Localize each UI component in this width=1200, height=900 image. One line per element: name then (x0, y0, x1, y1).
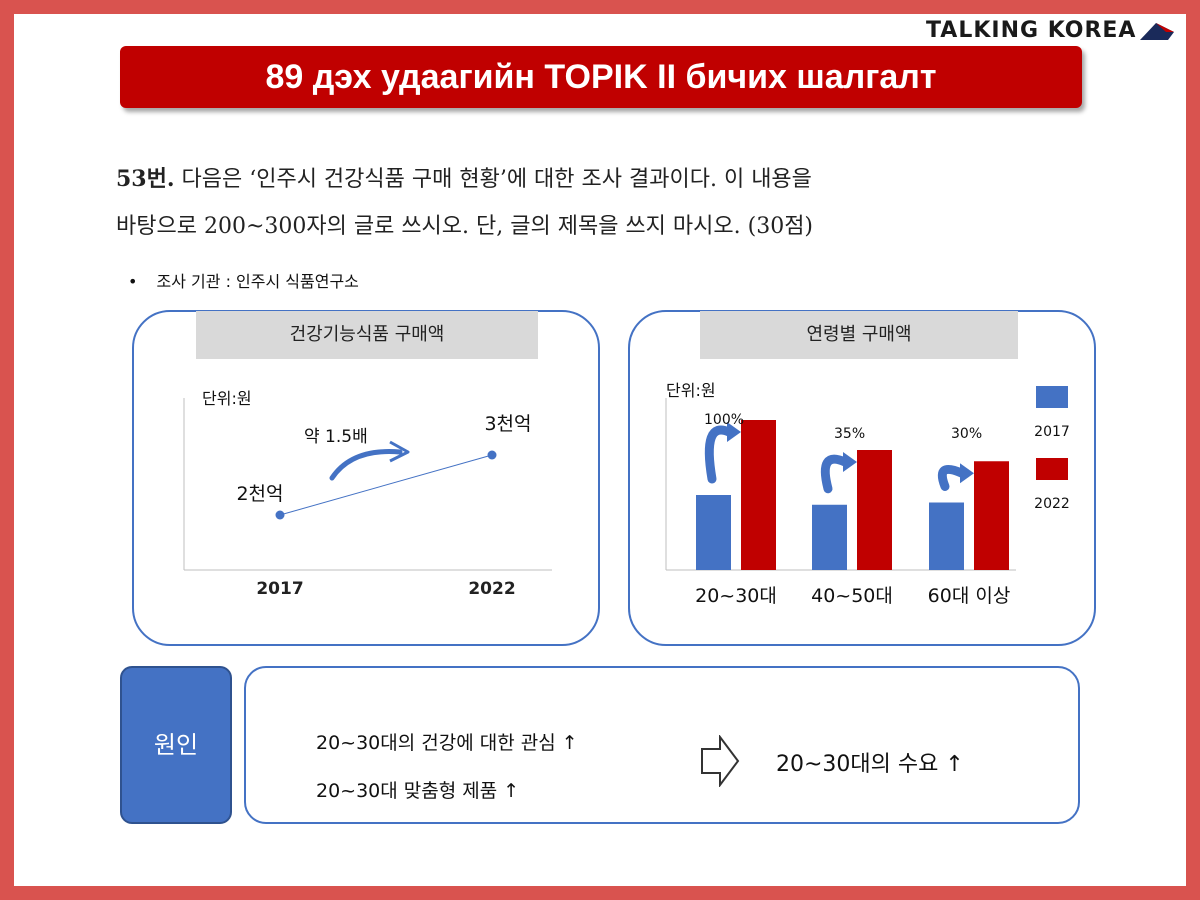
growth-arrow-head-icon (960, 463, 974, 484)
legend-label: 2022 (1034, 496, 1070, 512)
x-tick-label: 2017 (256, 579, 303, 599)
cause-reason-2: 20~30대 맞춤형 제품 ↑ (316, 780, 520, 802)
arrow-right-icon (701, 735, 740, 787)
brand-logo: TALKING KOREA (926, 18, 1137, 43)
cause-label: 원인 (120, 666, 232, 824)
logo-mark-icon (1140, 23, 1174, 40)
cause-box (244, 666, 1080, 824)
bar (974, 461, 1009, 570)
question-number: 53번. (116, 166, 175, 192)
bar (741, 420, 776, 570)
question-line-2: 바탕으로 200~300자의 글로 쓰시오. 단, 글의 제목을 쓰지 마시오.… (116, 214, 814, 239)
x-tick-label: 20~30대 (695, 585, 777, 607)
data-label: 3천억 (484, 413, 531, 435)
legend-swatch (1036, 386, 1068, 408)
question-line-1: 다음은 ‘인주시 건강식품 구매 현황’에 대한 조사 결과이다. 이 내용을 (174, 167, 812, 192)
chart2-plot: 단위:원 100% 20~30대 35% 40~50대 30% 60대 이상 2017 2022 (665, 381, 1070, 607)
bar (696, 495, 731, 570)
annotation-label: 약 1.5배 (304, 427, 368, 447)
growth-arrow-head-icon (727, 422, 741, 442)
cause-result: 20~30대의 수요 ↑ (776, 752, 964, 777)
unit-label: 단위:원 (666, 381, 716, 400)
source-text: 조사 기관 : 인주시 식품연구소 (156, 272, 359, 291)
growth-arrow-icon (820, 454, 850, 494)
legend-swatch (1036, 458, 1068, 480)
chart2-title: 연령별 구매액 (700, 311, 1018, 359)
growth-arrow-head-icon (389, 440, 410, 463)
bar (812, 504, 847, 570)
bar (929, 502, 964, 570)
x-tick-label: 40~50대 (811, 585, 893, 607)
data-label: 30% (951, 426, 982, 442)
data-label: 2천억 (236, 483, 283, 505)
growth-arrow-icon (329, 449, 403, 481)
bar (857, 450, 892, 570)
growth-arrow-icon (704, 425, 734, 484)
series-line (279, 454, 493, 516)
cause-reason-1: 20~30대의 건강에 대한 관심 ↑ (316, 732, 578, 754)
chart1-title: 건강기능식품 구매액 (196, 311, 538, 359)
growth-arrow-icon (937, 464, 967, 491)
data-point (487, 450, 497, 460)
data-label: 35% (834, 426, 865, 442)
survey-source: • 조사 기관 : 인주시 식품연구소 (128, 268, 359, 292)
x-tick-label: 2022 (468, 579, 515, 599)
x-tick-label: 60대 이상 (928, 585, 1011, 607)
page-title: 89 дэх удаагийн TOPIK II бичих шалгалт (120, 46, 1082, 108)
legend-label: 2017 (1034, 424, 1070, 440)
unit-label: 단위:원 (202, 389, 252, 408)
chart-box-purchase-amount (132, 310, 600, 646)
question-text: 53번. 다음은 ‘인주시 건강식품 구매 현황’에 대한 조사 결과이다. 이… (116, 156, 1076, 250)
data-label: 100% (704, 412, 744, 428)
data-point (275, 510, 285, 520)
growth-arrow-head-icon (843, 452, 857, 472)
bullet-icon: • (128, 272, 138, 291)
